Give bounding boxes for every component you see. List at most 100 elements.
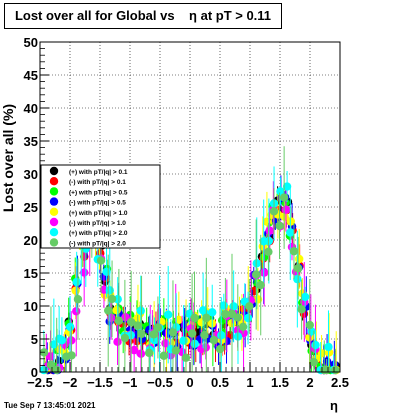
legend: (+) with pT/|q| > 0.1 (-) with pT/|q| > 0… [40,164,161,249]
data-point [238,322,248,332]
data-point [256,280,265,290]
data-point [149,330,158,339]
y-tick-label: 40 [24,101,38,116]
data-point [324,342,333,352]
data-point [233,313,242,322]
data-point [305,320,314,330]
x-tick-label: −0.5 [147,375,173,390]
data-point [136,349,146,358]
y-tick-label: 35 [24,134,38,149]
data-point [112,305,121,315]
data-point [163,310,173,319]
data-point [49,340,59,349]
legend-entry: (-) with pT/|q| > 0.5 [69,200,126,207]
y-tick-label: 50 [24,35,38,50]
data-point [72,277,81,287]
legend-entry: (-) with pT/|q| > 0.1 [69,179,126,186]
data-point [46,360,56,370]
y-tick-label: 10 [24,299,38,314]
data-point [281,205,291,214]
x-tick-label: −2 [63,375,78,390]
data-point [276,187,285,196]
data-point [269,207,279,216]
data-point [136,306,145,315]
legend-entry: (+) with pT/|q| > 0.5 [69,189,128,196]
data-point [126,317,136,327]
data-point [113,337,122,347]
data-point [279,193,289,202]
data-point [71,286,80,295]
legend-entry: (+) with pT/|q| > 0.1 [69,169,128,176]
legend-marker [49,207,59,216]
data-point [190,313,199,323]
data-point [260,268,269,277]
data-point [309,357,319,367]
legend-marker [49,238,59,247]
x-tick-label: −1.5 [87,375,113,390]
data-point [280,212,289,221]
data-point [229,302,238,311]
legend-marker [49,187,59,196]
data-point [286,228,295,237]
axis-ticks: −2.5 −2 −1.5 −1 −0.5 0 0.5 1 1.5 2 2.5 0 5 10 15 20 25 30… [24,35,350,390]
y-tick-label: 5 [31,332,38,347]
data-point [159,351,169,360]
data-point [317,349,326,358]
timestamp: Tue Sep 7 13:45:01 2021 [4,401,96,410]
x-axis-label: η [330,398,338,413]
data-point [221,309,230,319]
legend-marker [49,197,59,206]
data-point [96,256,106,265]
data-point [322,365,331,375]
data-point [137,329,146,339]
data-point [121,312,130,322]
data-point [243,313,253,323]
data-point [282,182,292,191]
data-point [73,295,83,304]
data-point [202,313,211,323]
x-tick-label: 2.5 [331,375,349,390]
data-point [104,306,113,315]
y-tick-label: 30 [24,167,38,182]
legend-marker [49,177,59,186]
data-point [105,286,114,295]
data-point [133,321,142,330]
data-point [311,340,320,350]
y-tick-label: 15 [24,266,38,281]
data-point [217,331,226,340]
y-tick-label: 45 [24,68,38,83]
data-point [245,302,254,311]
data-point [65,322,75,332]
data-point [179,336,188,345]
data-point [153,323,163,332]
data-point [52,365,61,375]
legend-entry: (-) with pT/|q| > 2.0 [69,240,126,247]
legend-entry: (+) with pT/|q| > 2.0 [69,230,128,237]
data-point [265,226,274,235]
data-point [293,274,302,284]
chart-title: Lost over all for Global vs η at pT > 0.… [4,3,282,29]
data-point [144,348,154,358]
data-points [39,146,341,375]
data-point [174,315,184,325]
y-tick-label: 25 [24,200,38,215]
data-point [215,344,225,354]
y-tick-label: 20 [24,233,38,248]
data-point [129,345,139,355]
data-point [209,335,219,345]
data-point [219,301,228,310]
x-tick-label: 2 [306,375,313,390]
x-tick-label: 1 [246,375,253,390]
data-point [289,247,299,256]
y-tick-label: 0 [31,365,38,380]
legend-marker [49,217,59,227]
data-point [200,330,209,340]
data-point [297,305,306,314]
x-tick-label: 0.5 [211,375,229,390]
data-point [331,365,340,375]
data-point [275,221,284,231]
legend-box [40,164,161,249]
data-point [106,313,116,322]
x-tick-label: −1 [123,375,138,390]
data-point [171,346,181,355]
